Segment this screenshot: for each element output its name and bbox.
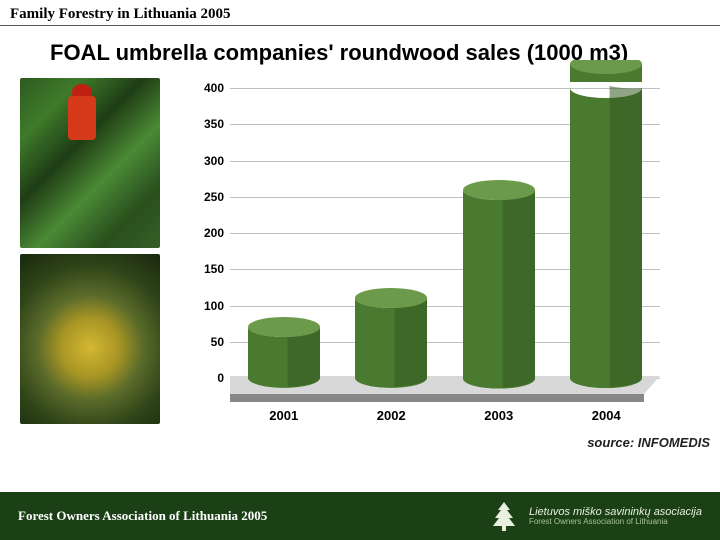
bar bbox=[355, 288, 427, 402]
x-tick-label: 2001 bbox=[269, 408, 298, 423]
content-row: 050100150200250300350400 200120022003200… bbox=[0, 78, 720, 438]
x-tick-label: 2003 bbox=[484, 408, 513, 423]
bar bbox=[570, 60, 642, 402]
x-axis-labels: 2001 2002 2003 2004 bbox=[230, 408, 660, 428]
footer-org-sub: Forest Owners Association of Lithuania bbox=[529, 518, 702, 527]
footer-right: Lietuvos miško savininkų asociacija Fore… bbox=[489, 500, 702, 532]
footer-org-block: Lietuvos miško savininkų asociacija Fore… bbox=[529, 506, 702, 527]
left-image-column bbox=[20, 78, 160, 438]
x-tick-label: 2004 bbox=[592, 408, 621, 423]
y-tick-label: 50 bbox=[211, 335, 224, 349]
footer-left-text: Forest Owners Association of Lithuania 2… bbox=[18, 508, 267, 524]
y-tick-label: 200 bbox=[204, 226, 224, 240]
footer-bar: Forest Owners Association of Lithuania 2… bbox=[0, 492, 720, 540]
tree-logo-icon bbox=[489, 500, 519, 532]
y-tick-label: 250 bbox=[204, 190, 224, 204]
bar-chart: 050100150200250300350400 200120022003200… bbox=[180, 78, 700, 438]
forestry-worker-photo bbox=[20, 78, 160, 248]
x-tick-label: 2002 bbox=[377, 408, 406, 423]
footer-org-main: Lietuvos miško savininkų asociacija bbox=[529, 506, 702, 518]
y-axis: 050100150200250300350400 bbox=[180, 88, 228, 378]
y-tick-label: 0 bbox=[217, 371, 224, 385]
source-label: source: INFOMEDIS bbox=[587, 435, 710, 450]
oak-seedling-photo bbox=[20, 254, 160, 424]
y-tick-label: 400 bbox=[204, 81, 224, 95]
header-rule bbox=[0, 25, 720, 26]
bar bbox=[463, 180, 535, 403]
bar bbox=[248, 317, 320, 402]
y-tick-label: 350 bbox=[204, 117, 224, 131]
page-header: Family Forestry in Lithuania 2005 bbox=[0, 0, 720, 25]
y-tick-label: 100 bbox=[204, 299, 224, 313]
y-tick-label: 300 bbox=[204, 154, 224, 168]
y-tick-label: 150 bbox=[204, 262, 224, 276]
